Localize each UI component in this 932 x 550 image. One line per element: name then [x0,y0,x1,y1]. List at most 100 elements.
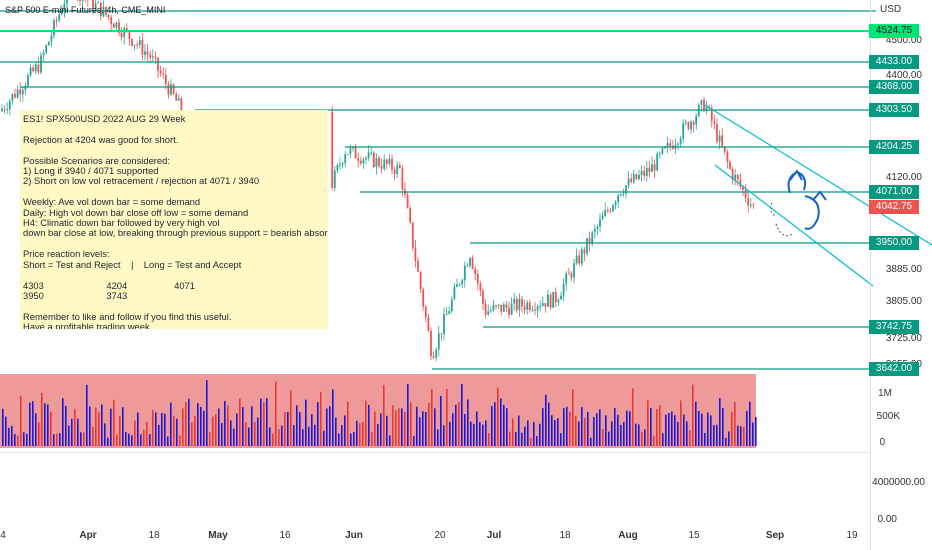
volume-bar [65,405,67,446]
candle-body [484,303,487,315]
candle-body [677,143,679,145]
candle-body [534,309,536,311]
volume-bar [488,433,490,446]
note-line: Rejection at 4204 was good for short. [23,133,179,145]
candle-body [682,123,685,139]
volume-bar [695,401,697,446]
volume-bar [566,406,568,446]
volume-bar [392,405,394,446]
volume-bar [371,432,373,446]
volume-bar [356,420,358,446]
candle-body [42,52,45,56]
volume-bar [431,389,433,446]
candle-body [622,193,625,195]
note-line: 2) Short on low vol retracement / reject… [23,175,260,187]
note-line: down bar close at low, breaking through … [23,227,328,239]
volume-bar [89,406,91,446]
volume-bar [746,410,748,446]
volume-bar [404,411,406,446]
candle-body [716,124,718,142]
volume-bar [479,421,481,446]
candle-body [422,289,425,307]
analysis-note[interactable]: ES1! SPX500USD 2022 AUG 29 Week Rejectio… [20,110,328,329]
time-tick: Sep [765,530,785,541]
candle-body [640,170,643,175]
volume-bar [242,407,244,446]
volume-bar [716,424,718,446]
time-tick: Jun [345,530,363,541]
candle-body [497,304,500,306]
volume-bar [398,408,400,446]
volume-bar [245,422,247,446]
candle-body [123,28,126,38]
volume-bar [563,408,565,446]
candle-body [396,165,399,174]
candle-body [370,152,373,154]
candle-body [726,152,729,162]
volume-bar [212,416,214,446]
volume-bar [713,425,715,446]
short-arrow-head [812,190,827,201]
volume-bar [194,415,196,446]
candle-body [131,38,133,46]
candle-body [476,274,479,284]
candle-body [505,304,508,308]
candle-body [736,174,739,180]
candle-body [388,158,391,164]
volume-bar [347,401,349,446]
candle-body [456,284,458,288]
volume-bar [419,417,421,446]
volume-bar [599,409,601,446]
candle-body [729,161,731,169]
volume-bar [620,424,622,446]
candle-body [29,67,32,76]
volume-bar [578,421,580,446]
volume-bar [32,401,34,446]
volume-bar [284,411,286,446]
volume-bar [617,414,619,446]
candle-body [518,298,521,311]
volume-bar [290,390,292,446]
candle-body [500,304,503,312]
volume-bar [293,425,295,446]
candle-body [110,17,113,24]
candle-body [333,170,336,188]
volume-bar [173,415,175,446]
candle-body [612,205,614,212]
time-tick: 20 [434,530,446,541]
candle-body [513,298,516,304]
candle-body [747,198,750,206]
candle-body [372,152,375,168]
candle-body [690,121,692,130]
note-line: H4: Climatic down bar followed by very h… [23,217,220,229]
candle-body [710,107,713,122]
volume-bar [107,437,109,446]
volume-bar [143,429,145,446]
candle-body [630,178,633,183]
dashed-path-2 [775,223,793,237]
volume-bar [155,412,157,446]
candle-body [635,174,638,180]
candle-body [159,70,162,74]
volume-bar [386,415,388,446]
volume-bar [470,421,472,446]
volume-bar [359,422,361,446]
candle-body [523,306,526,310]
dashed-path-1 [769,202,776,217]
volume-bar [377,423,379,446]
volume-bar [572,389,574,446]
volume-bar [452,413,454,446]
volume-bar [497,387,499,446]
candle-body [554,291,557,303]
volume-bar [365,400,367,446]
candle-body [118,22,120,34]
volume-bar [302,429,304,446]
volume-bar [416,406,418,446]
candle-body [63,3,66,12]
candle-body [544,303,547,307]
volume-bar [446,388,448,446]
volume-bar [731,411,733,446]
volume-bar [503,404,505,446]
volume-bar [491,406,493,446]
